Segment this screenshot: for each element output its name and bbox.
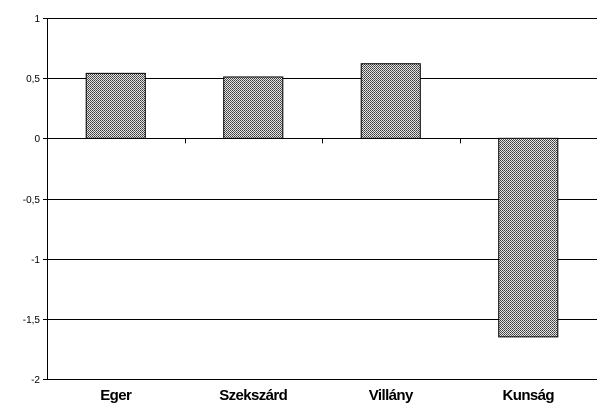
x-category-label: Kunság xyxy=(503,387,555,404)
axes xyxy=(43,18,461,380)
y-tick-label: -2 xyxy=(31,375,40,386)
x-category-label: Villány xyxy=(369,387,414,404)
labels: 1 0,5 0 -0,5 -1 -1,5 -2 Eger Szekszárd Villány Kun… xyxy=(23,14,555,404)
y-tick-label: 0,5 xyxy=(26,74,40,85)
bar-villány xyxy=(360,63,421,139)
x-category-label: Szekszárd xyxy=(219,387,287,404)
y-tick-label: -1 xyxy=(31,255,40,266)
y-tick-label: -1,5 xyxy=(23,315,41,326)
bar-kunság xyxy=(498,137,559,338)
x-category-label: Eger xyxy=(100,387,132,404)
bar-szekszárd xyxy=(223,76,284,139)
y-tick-label: -0,5 xyxy=(23,195,41,206)
bar-eger xyxy=(85,72,146,139)
y-tick-label: 0 xyxy=(34,134,40,145)
bars xyxy=(85,63,559,338)
y-tick-label: 1 xyxy=(34,14,40,25)
